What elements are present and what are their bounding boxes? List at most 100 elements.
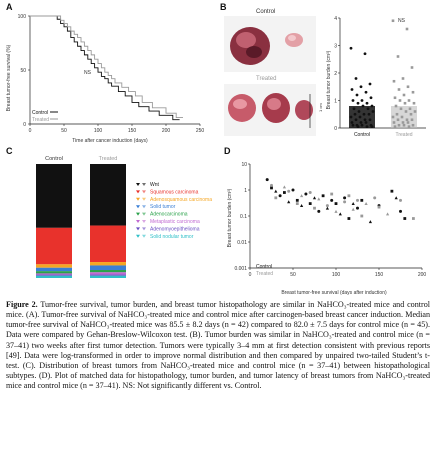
panel-b-point-control bbox=[349, 46, 353, 50]
figure-label: Figure 2. bbox=[6, 300, 38, 309]
panel-b-point-treated bbox=[407, 99, 411, 102]
panel-b-point-control bbox=[354, 118, 358, 122]
panel-c-col-treated: Treated bbox=[99, 156, 118, 162]
panel-a-series-treated bbox=[30, 15, 183, 118]
panel-b-y-tick-label: 3 bbox=[334, 44, 337, 50]
panel-b-y-tick-label: 2 bbox=[334, 71, 337, 77]
panel-b-point-treated bbox=[392, 79, 396, 83]
panel-c-segment-solid-nodular-tumor bbox=[90, 275, 126, 278]
panel-b-point-treated bbox=[412, 101, 416, 105]
panel-b-point-treated bbox=[408, 107, 412, 111]
tumor-photo-treated bbox=[224, 84, 316, 136]
panel-d-point-control bbox=[304, 192, 308, 196]
panel-b-point-control bbox=[364, 90, 368, 94]
panel-c-legend-marker bbox=[136, 183, 140, 186]
panel-b-point-treated bbox=[411, 123, 415, 127]
panel-d-point-treated bbox=[300, 194, 304, 198]
panel-d-point-control bbox=[360, 198, 364, 202]
panel-a-x-tick-label: 250 bbox=[196, 128, 205, 134]
panel-d-point-treated bbox=[308, 191, 312, 195]
panel-d-y-tick-label: 10 bbox=[241, 162, 247, 168]
panel-c-segment-adenomyoepithelioma bbox=[90, 274, 126, 276]
panel-d-y-tick-label: 0.1 bbox=[240, 214, 247, 220]
panel-a-y-tick-label: 0 bbox=[23, 122, 26, 128]
panel-b-point-treated bbox=[396, 55, 400, 58]
panel-b-point-treated bbox=[396, 118, 400, 122]
panel-b-point-treated bbox=[392, 121, 396, 124]
panel-d-point-treated bbox=[313, 206, 316, 210]
panel-b-point-treated bbox=[401, 77, 405, 80]
panel-d-point-treated bbox=[347, 194, 351, 198]
panel-c-segment-solid-tumor bbox=[90, 265, 126, 271]
panel-b-point-treated bbox=[391, 115, 395, 119]
panel-c-segment-metaplastic-carcinoma bbox=[36, 273, 72, 275]
panel-a-x-tick-label: 0 bbox=[29, 128, 32, 134]
panel-d-point-treated bbox=[377, 205, 381, 209]
panel-c-segment-adenocarcinoma bbox=[36, 271, 72, 274]
panel-c-segment-adenosquamous-carcinoma bbox=[36, 264, 72, 268]
panel-d-point-treated bbox=[274, 196, 278, 200]
tumor-photo-control bbox=[224, 16, 316, 72]
panel-c-legend-marker bbox=[142, 183, 146, 186]
panel-b-point-control bbox=[356, 125, 360, 129]
panel-b-control-label: Control bbox=[256, 9, 276, 15]
panel-b-point-treated bbox=[402, 123, 406, 127]
panel-c-segment-adenosquamous-carcinoma bbox=[90, 262, 126, 266]
panel-a-ns-label: NS bbox=[84, 70, 92, 76]
panel-d-point-treated bbox=[282, 185, 286, 189]
panel-d-point-treated bbox=[386, 212, 390, 216]
panel-b-point-control bbox=[360, 99, 364, 102]
panel-b-point-control bbox=[352, 107, 356, 111]
panel-b-point-treated bbox=[398, 99, 402, 102]
panel-c-segment-metaplastic-carcinoma bbox=[90, 272, 126, 275]
panel-b-point-treated bbox=[405, 118, 409, 122]
panel-d-point-control bbox=[317, 209, 321, 213]
panel-b-point-control bbox=[351, 99, 355, 102]
panel-b-point-control bbox=[365, 125, 369, 129]
panel-b-point-treated bbox=[397, 123, 401, 127]
panel-a-x-tick-label: 50 bbox=[61, 128, 67, 134]
panel-b-point-control bbox=[367, 112, 371, 116]
panel-c-legend-marker bbox=[136, 212, 140, 216]
panel-d-point-treated bbox=[334, 209, 338, 213]
panel-c-segment-squamous-carcinoma bbox=[90, 225, 126, 263]
panel-b-category-label: Treated bbox=[395, 132, 412, 138]
panel-b-point-control bbox=[353, 112, 357, 116]
panel-b-point-treated bbox=[393, 96, 397, 100]
panel-d-x-tick-label: 0 bbox=[249, 272, 252, 278]
panel-d-point-treated bbox=[356, 198, 359, 202]
panel-c-legend-label: Adenosquamous carcinoma bbox=[150, 197, 212, 203]
panel-c-legend-marker bbox=[136, 190, 140, 194]
panel-d-point-control bbox=[351, 201, 355, 205]
panel-d-point-treated bbox=[343, 200, 347, 204]
panel-d-point-control bbox=[330, 198, 334, 202]
panel-b-point-treated bbox=[401, 121, 405, 124]
panel-b-point-control bbox=[363, 118, 367, 122]
panel-d-point-control bbox=[270, 186, 273, 190]
panel-b-point-control bbox=[368, 118, 372, 122]
panel-b-point-control bbox=[371, 110, 375, 113]
panel-b-point-control bbox=[359, 85, 363, 89]
panel-b-point-treated bbox=[406, 121, 410, 124]
panel-d-y-tick-label: 0.01 bbox=[237, 240, 247, 246]
panel-b-point-control bbox=[369, 96, 373, 100]
panel-b-point-control bbox=[354, 77, 358, 80]
panel-c-segment-squamous-carcinoma bbox=[36, 227, 72, 265]
panel-b-point-control bbox=[360, 123, 364, 127]
panel-c-segment-adenomyoepithelioma bbox=[36, 274, 72, 276]
panel-b-point-treated bbox=[406, 85, 410, 89]
panel-d-point-control bbox=[403, 217, 407, 220]
panel-b-point-control bbox=[364, 121, 368, 124]
panel-b-point-control bbox=[357, 110, 361, 113]
panel-d-legend-control: Control bbox=[256, 264, 272, 270]
panel-c-legend-marker bbox=[142, 197, 146, 201]
panel-b-point-treated bbox=[391, 19, 395, 23]
panel-d-point-control bbox=[338, 212, 342, 216]
panel-b-point-treated bbox=[411, 90, 415, 94]
panel-b-point-control bbox=[362, 112, 366, 116]
panel-d-point-control bbox=[308, 202, 312, 205]
panel-b-point-control bbox=[366, 107, 370, 111]
panel-d-matched-data-chart: Breast tumor burden (cm³) Breast tumor-f… bbox=[227, 162, 426, 296]
panel-c-legend-marker bbox=[136, 197, 140, 201]
